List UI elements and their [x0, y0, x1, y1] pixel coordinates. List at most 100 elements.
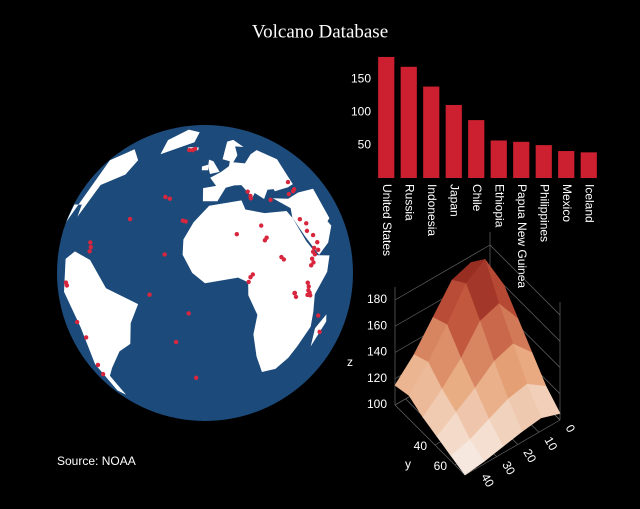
bar	[445, 104, 462, 178]
volcano-point	[304, 228, 310, 234]
x-tick-label: Ethiopia	[493, 184, 507, 228]
volcano-point	[304, 221, 309, 226]
volcano-point	[259, 223, 264, 228]
landmass	[160, 129, 200, 155]
volcano-point	[87, 249, 92, 254]
landmass	[201, 164, 209, 171]
bar	[423, 86, 440, 178]
x-tick-label: 30	[499, 459, 518, 478]
z-tick-label: 180	[367, 292, 387, 306]
x-tick-label: Papua New Guinea	[515, 184, 529, 288]
source-note: Source: NOAA	[57, 454, 136, 468]
x-tick-label: Japan	[448, 184, 462, 217]
bar	[468, 120, 485, 178]
volcano-point	[306, 284, 311, 289]
volcano-point	[293, 294, 299, 300]
volcano-point	[250, 272, 256, 277]
x-tick-label: Russia	[403, 184, 417, 221]
volcano-point	[317, 329, 322, 335]
volcano-point	[193, 375, 199, 380]
y-tick-label: 40	[414, 439, 428, 453]
volcano-point	[246, 279, 251, 285]
y-tick-label: 60	[434, 459, 448, 473]
bar	[558, 151, 575, 178]
landmass	[222, 139, 244, 163]
volcano-point	[88, 244, 94, 250]
box-edge	[464, 419, 561, 476]
x-tick-label: Chile	[470, 184, 484, 212]
volcano-point	[186, 311, 191, 316]
volcano-point	[311, 260, 316, 265]
volcano-point	[291, 187, 297, 192]
x-tick-label: Iceland	[583, 184, 597, 223]
volcano-point	[163, 194, 168, 200]
z-tick-label: 120	[367, 371, 387, 385]
landmass	[64, 251, 139, 395]
bar	[535, 145, 552, 178]
z-tick-label: 100	[367, 397, 387, 411]
landmass	[208, 159, 220, 174]
z-tick-label: 160	[367, 318, 387, 332]
volcano-point	[309, 256, 315, 261]
volcano-point	[308, 263, 314, 268]
x-tick-label: Indonesia	[425, 184, 439, 236]
bar	[490, 140, 507, 178]
volcano-point	[100, 371, 106, 377]
volcano-point	[315, 247, 321, 253]
volcano-point	[311, 245, 317, 251]
landmass	[66, 149, 139, 223]
volcano-point	[297, 217, 303, 222]
volcano-point	[64, 283, 70, 288]
volcano-point	[234, 231, 240, 237]
x-tick-label: United States	[380, 184, 394, 256]
box-edge	[394, 404, 466, 476]
volcano-point	[281, 257, 287, 262]
landmass	[272, 188, 332, 255]
y-tick-label: 50	[358, 137, 372, 151]
bar	[378, 56, 395, 178]
x-tick-label: Philippines	[538, 184, 552, 242]
volcano-point	[268, 197, 273, 203]
volcano-point	[83, 335, 89, 340]
volcano-point	[306, 288, 311, 293]
volcano-point	[245, 189, 250, 194]
volcano-point	[127, 216, 133, 222]
volcano-point	[162, 252, 167, 257]
z-tick-label: 140	[367, 345, 387, 359]
bar	[513, 141, 530, 178]
bar	[580, 152, 597, 178]
volcano-point	[305, 292, 310, 298]
volcano-point	[262, 238, 268, 243]
volcano-point	[312, 252, 318, 257]
bar	[400, 66, 417, 178]
z-grid-line	[489, 244, 561, 316]
z-grid-line	[394, 244, 491, 301]
volcano-point	[147, 292, 152, 297]
x-tick-label: 40	[478, 471, 497, 490]
volcano-point	[173, 339, 179, 345]
volcano-point	[74, 319, 80, 325]
x-tick-label: Mexico	[560, 184, 574, 222]
volcano-point	[180, 218, 186, 223]
x-tick-label: 20	[520, 447, 539, 466]
volcano-point	[193, 146, 198, 151]
surface-patch	[450, 439, 485, 476]
z-axis-title: z	[347, 355, 353, 369]
landmass	[182, 200, 330, 372]
y-tick-label: 150	[351, 71, 371, 85]
y-tick-label: 100	[351, 104, 371, 118]
volcano-point	[286, 191, 292, 197]
volcano-point	[315, 239, 320, 245]
globe-land	[63, 129, 332, 395]
volcano-point	[292, 290, 298, 296]
volcano-point	[305, 280, 310, 285]
landmass	[202, 150, 293, 202]
volcano-point	[187, 147, 192, 153]
volcano-point	[316, 313, 321, 318]
x-tick-label: 10	[542, 434, 561, 453]
volcano-point	[95, 362, 101, 368]
title: Volcano Database	[252, 21, 388, 42]
volcano-point	[88, 240, 93, 245]
landmass	[268, 178, 288, 192]
